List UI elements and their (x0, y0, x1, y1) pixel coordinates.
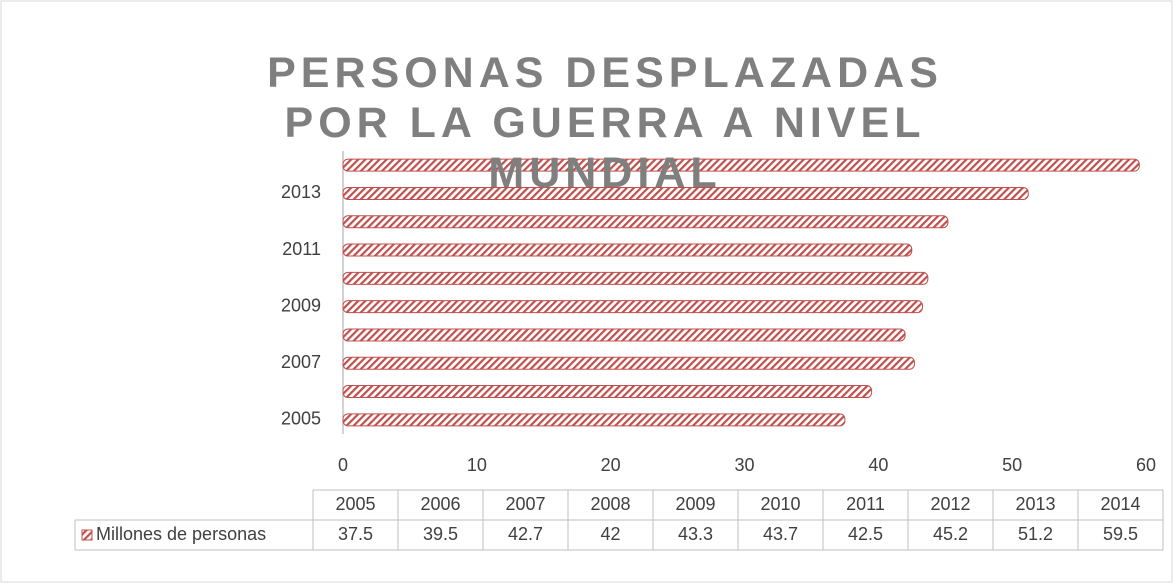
table-header: 2005 (335, 494, 375, 514)
bar (342, 243, 913, 257)
table-header: 2009 (675, 494, 715, 514)
y-tick-label: 2011 (282, 239, 321, 259)
bar (342, 413, 846, 427)
table-value: 42.5 (848, 524, 883, 544)
table-header: 2014 (1100, 494, 1140, 514)
table-value: 42 (600, 524, 620, 544)
table-header: 2013 (1015, 494, 1055, 514)
table-value: 45.2 (933, 524, 968, 544)
table-value: 42.7 (508, 524, 543, 544)
table-value: 43.7 (763, 524, 798, 544)
table-header: 2006 (420, 494, 460, 514)
x-tick-label: 10 (467, 455, 487, 475)
legend-swatch (81, 529, 93, 541)
table-header: 2012 (930, 494, 970, 514)
bar (342, 356, 915, 370)
x-tick-label: 60 (1136, 455, 1156, 475)
x-tick-label: 20 (601, 455, 621, 475)
x-tick-label: 50 (1002, 455, 1022, 475)
legend-label: Millones de personas (96, 524, 266, 544)
chart-title: PERSONAS DESPLAZADAS POR LA GUERRA A NIV… (267, 49, 943, 197)
y-tick-label: 2013 (281, 182, 321, 202)
bar (342, 186, 1029, 200)
table-header: 2011 (846, 494, 885, 514)
table-value: 51.2 (1018, 524, 1053, 544)
table-value: 43.3 (678, 524, 713, 544)
y-tick-label: 2005 (281, 409, 321, 429)
bar (342, 328, 906, 342)
bar (342, 158, 1140, 172)
bar (342, 215, 949, 229)
table-header: 2007 (505, 494, 545, 514)
bar (342, 385, 873, 399)
table-header: 2010 (760, 494, 800, 514)
y-tick-label: 2009 (281, 295, 321, 315)
x-tick-label: 30 (734, 455, 754, 475)
table-value: 37.5 (338, 524, 373, 544)
table-value: 59.5 (1103, 524, 1138, 544)
table-header: 2008 (590, 494, 630, 514)
y-tick-label: 2007 (281, 352, 321, 372)
bar (342, 300, 923, 314)
x-tick-label: 0 (338, 455, 348, 475)
table-value: 39.5 (423, 524, 458, 544)
bar (342, 271, 929, 285)
x-tick-label: 40 (868, 455, 888, 475)
